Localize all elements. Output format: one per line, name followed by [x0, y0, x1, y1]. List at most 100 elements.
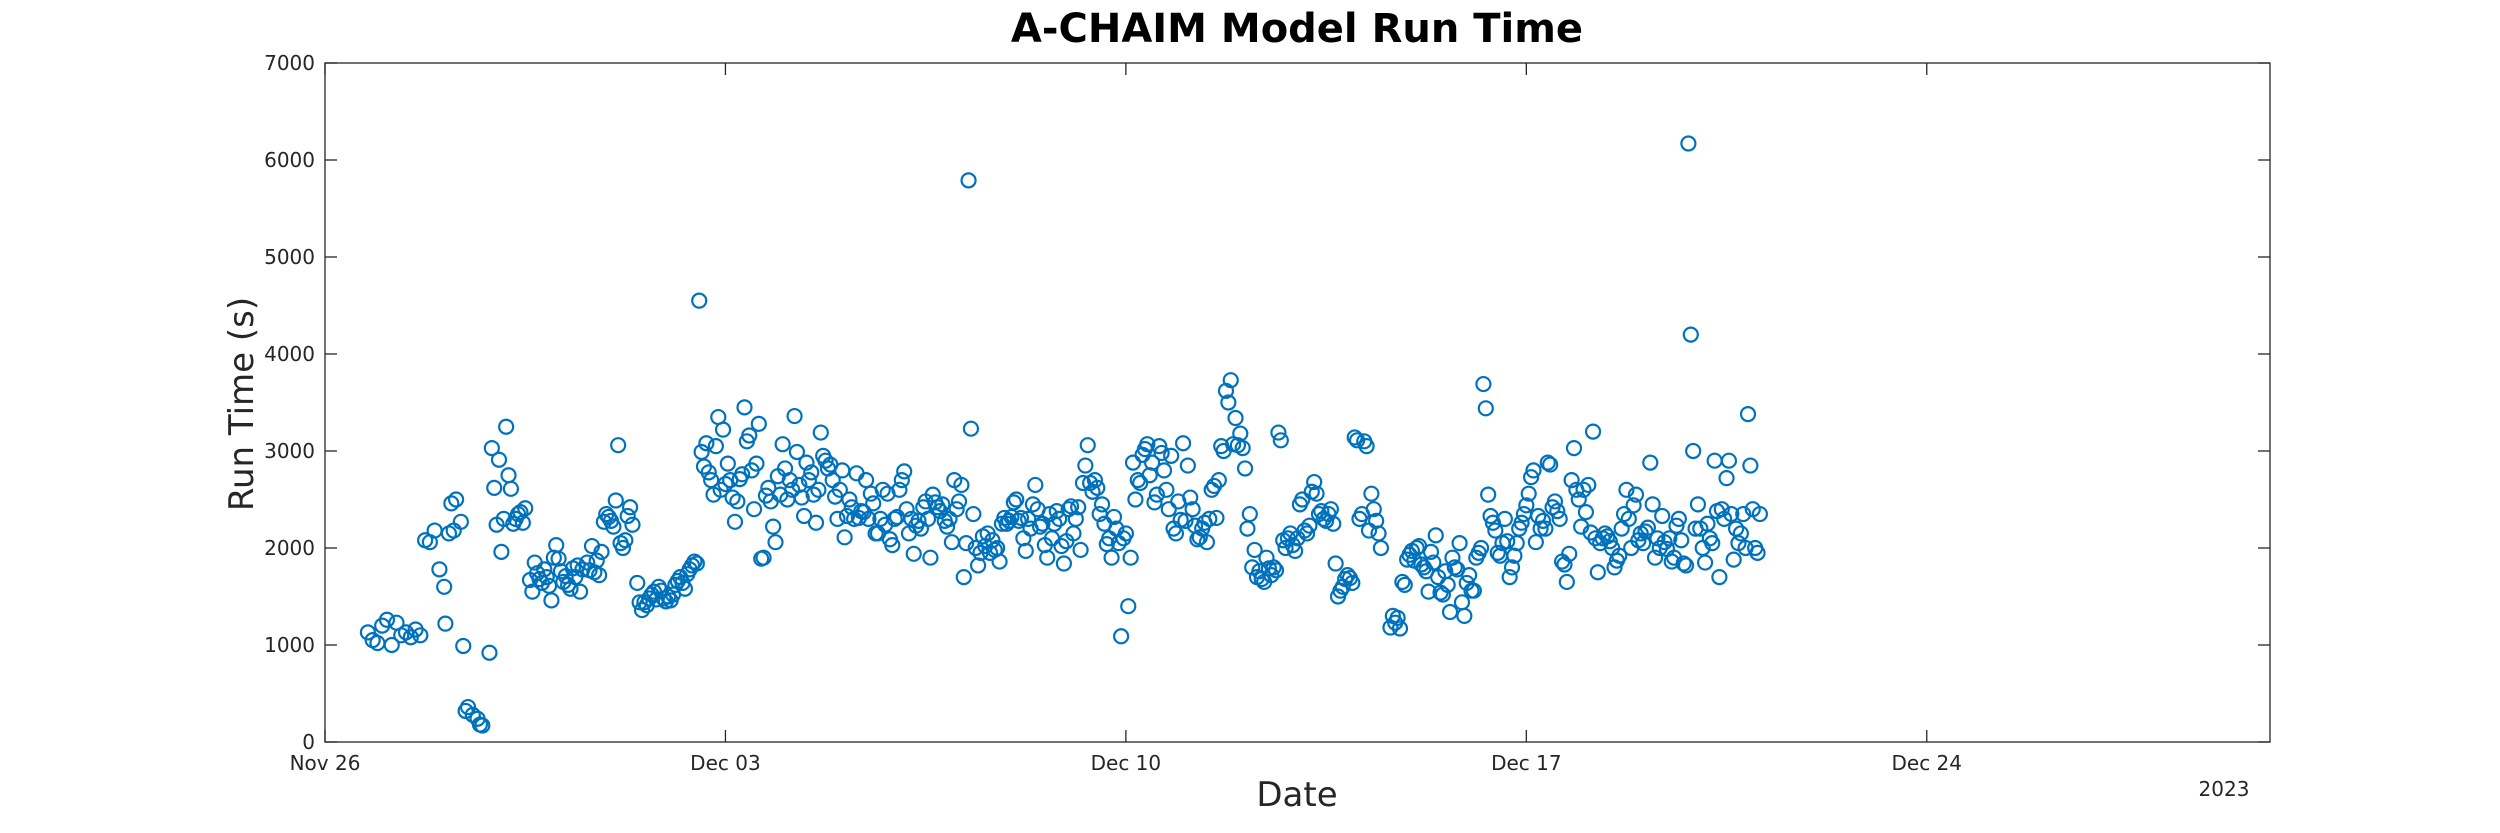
data-point: [1153, 444, 1170, 462]
data-point: [1661, 530, 1678, 547]
data-point: [629, 574, 646, 592]
data-point: [1451, 535, 1468, 552]
data-point: [495, 510, 512, 528]
data-point: [1718, 470, 1735, 487]
data-point: [1027, 476, 1044, 494]
data-point: [1620, 510, 1637, 528]
data-point: [1117, 525, 1134, 542]
data-point: [1327, 555, 1344, 572]
data-point: [1344, 574, 1361, 592]
data-point: [1549, 503, 1566, 520]
data-point: [965, 505, 982, 523]
data-point: [1537, 520, 1554, 537]
data-point: [1561, 545, 1578, 562]
data-point: [1575, 481, 1592, 498]
plot-area-frame: [324, 62, 2271, 743]
data-point: [1103, 549, 1120, 566]
y-tick-label: 4000: [264, 342, 315, 366]
data-point: [610, 437, 627, 454]
data-point: [1477, 400, 1494, 417]
data-point: [452, 513, 469, 530]
x-tick-label: Nov 26: [290, 751, 361, 775]
data-point: [726, 513, 744, 530]
data-point: [383, 636, 400, 654]
data-point: [1160, 501, 1177, 518]
data-point: [1360, 522, 1378, 539]
data-point: [1518, 497, 1535, 514]
data-point: [1713, 501, 1730, 518]
data-point: [1639, 519, 1656, 536]
data-point: [1263, 567, 1280, 584]
data-point: [1742, 457, 1759, 474]
data-point: [1584, 423, 1602, 440]
x-axis-label: Date: [1256, 775, 1337, 815]
data-point: [1298, 525, 1316, 542]
data-point: [686, 553, 703, 570]
data-point: [962, 420, 980, 437]
data-point: [786, 407, 803, 425]
data-point: [1132, 474, 1149, 492]
data-point: [829, 510, 846, 528]
data-point: [1236, 460, 1254, 477]
data-point: [1739, 406, 1757, 423]
data-point: [898, 501, 915, 518]
data-point: [1008, 491, 1025, 508]
data-point: [1301, 517, 1318, 534]
data-point: [893, 472, 910, 489]
data-point: [874, 481, 891, 498]
data-point: [1534, 512, 1552, 529]
data-point: [1627, 486, 1645, 503]
data-point: [1513, 514, 1530, 531]
data-point: [474, 717, 491, 734]
data-point: [807, 514, 825, 531]
y-tick-label: 2000: [264, 536, 315, 560]
x-tick-label: Dec 24: [1892, 751, 1963, 775]
data-point: [755, 549, 772, 566]
data-point: [1070, 499, 1087, 516]
data-point: [1408, 539, 1425, 557]
data-point: [571, 583, 589, 600]
data-point: [1475, 375, 1492, 393]
data-point: [834, 462, 851, 479]
axis-ticks: 0 1000 2000 3000 4000 5000 6000 7000 Nov 26 Dec 0…: [264, 51, 2270, 775]
data-point: [841, 491, 858, 508]
data-point: [1601, 533, 1618, 550]
data-point: [1055, 555, 1073, 572]
data-point: [1198, 534, 1216, 551]
chart-title: A-CHAIM Model Run Time: [1011, 6, 1583, 52]
data-point: [426, 522, 443, 539]
data-point: [1246, 541, 1263, 559]
data-point: [1306, 473, 1323, 491]
data-point: [905, 545, 922, 562]
data-point: [795, 507, 813, 525]
data-point: [552, 563, 570, 580]
data-point: [1182, 489, 1199, 506]
data-point: [1680, 135, 1697, 152]
data-point: [1241, 505, 1258, 523]
data-point: [1201, 510, 1218, 528]
data-point: [1020, 510, 1037, 528]
data-point: [1654, 507, 1671, 525]
data-point: [1227, 409, 1244, 427]
data-point: [1308, 485, 1325, 502]
data-point: [447, 491, 465, 508]
data-point: [1706, 452, 1723, 469]
data-point: [1296, 522, 1313, 539]
data-point: [958, 535, 975, 552]
data-point: [593, 543, 610, 560]
data-point: [803, 464, 820, 481]
data-point: [1122, 549, 1139, 566]
data-point: [369, 634, 386, 652]
data-point: [1039, 549, 1056, 566]
data-point: [621, 499, 639, 516]
data-point: [1689, 496, 1707, 513]
data-point: [1539, 454, 1556, 471]
data-point: [1563, 472, 1580, 489]
data-point: [1372, 539, 1390, 557]
data-point: [1439, 576, 1456, 593]
data-point: [1618, 481, 1635, 498]
data-point: [1105, 508, 1123, 526]
data-point: [486, 479, 503, 496]
